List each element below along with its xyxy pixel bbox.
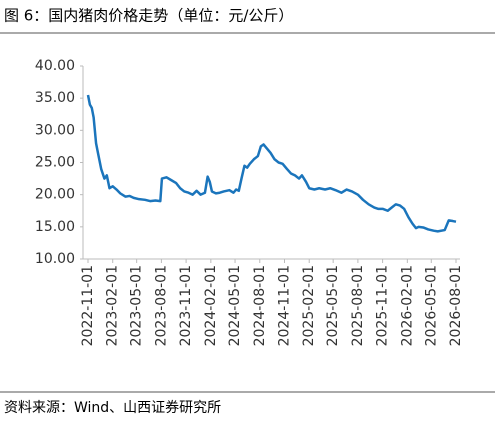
x-tick-label: 2026-05-01 [423,265,439,346]
y-tick-label: 20.00 [35,187,75,203]
x-tick-label: 2024-08-01 [252,265,268,346]
y-tick-label: 40.00 [35,58,75,74]
x-tick-label: 2025-02-01 [301,265,317,346]
x-tick-label: 2024-11-01 [276,265,292,346]
chart-title: 图 6：国内猪肉价格走势（单位：元/公斤） [4,7,293,25]
x-tick-label: 2023-05-01 [129,265,145,346]
y-tick-label: 25.00 [35,155,75,171]
x-tick-label: 2025-08-01 [350,265,366,346]
y-tick-label: 30.00 [35,122,75,138]
x-tick-label: 2024-05-01 [227,265,243,346]
x-tick-label: 2023-02-01 [105,265,121,346]
x-tick-label: 2025-11-01 [375,265,391,346]
x-tick-label: 2026-02-01 [399,265,415,346]
x-tick-label: 2023-08-01 [153,265,169,346]
x-tick-label: 2022-11-01 [80,265,96,346]
x-tick-label: 2026-08-01 [448,265,464,346]
y-tick-label: 35.00 [35,90,75,106]
x-tick-label: 2023-11-01 [178,265,194,346]
x-tick-label: 2024-02-01 [203,265,219,346]
price-line [86,94,457,233]
source: 资料来源：Wind、山西证券研究所 [4,400,221,416]
y-tick-label: 15.00 [35,219,75,235]
x-tick-label: 2025-05-01 [325,265,341,346]
y-tick-label: 10.00 [35,251,75,267]
